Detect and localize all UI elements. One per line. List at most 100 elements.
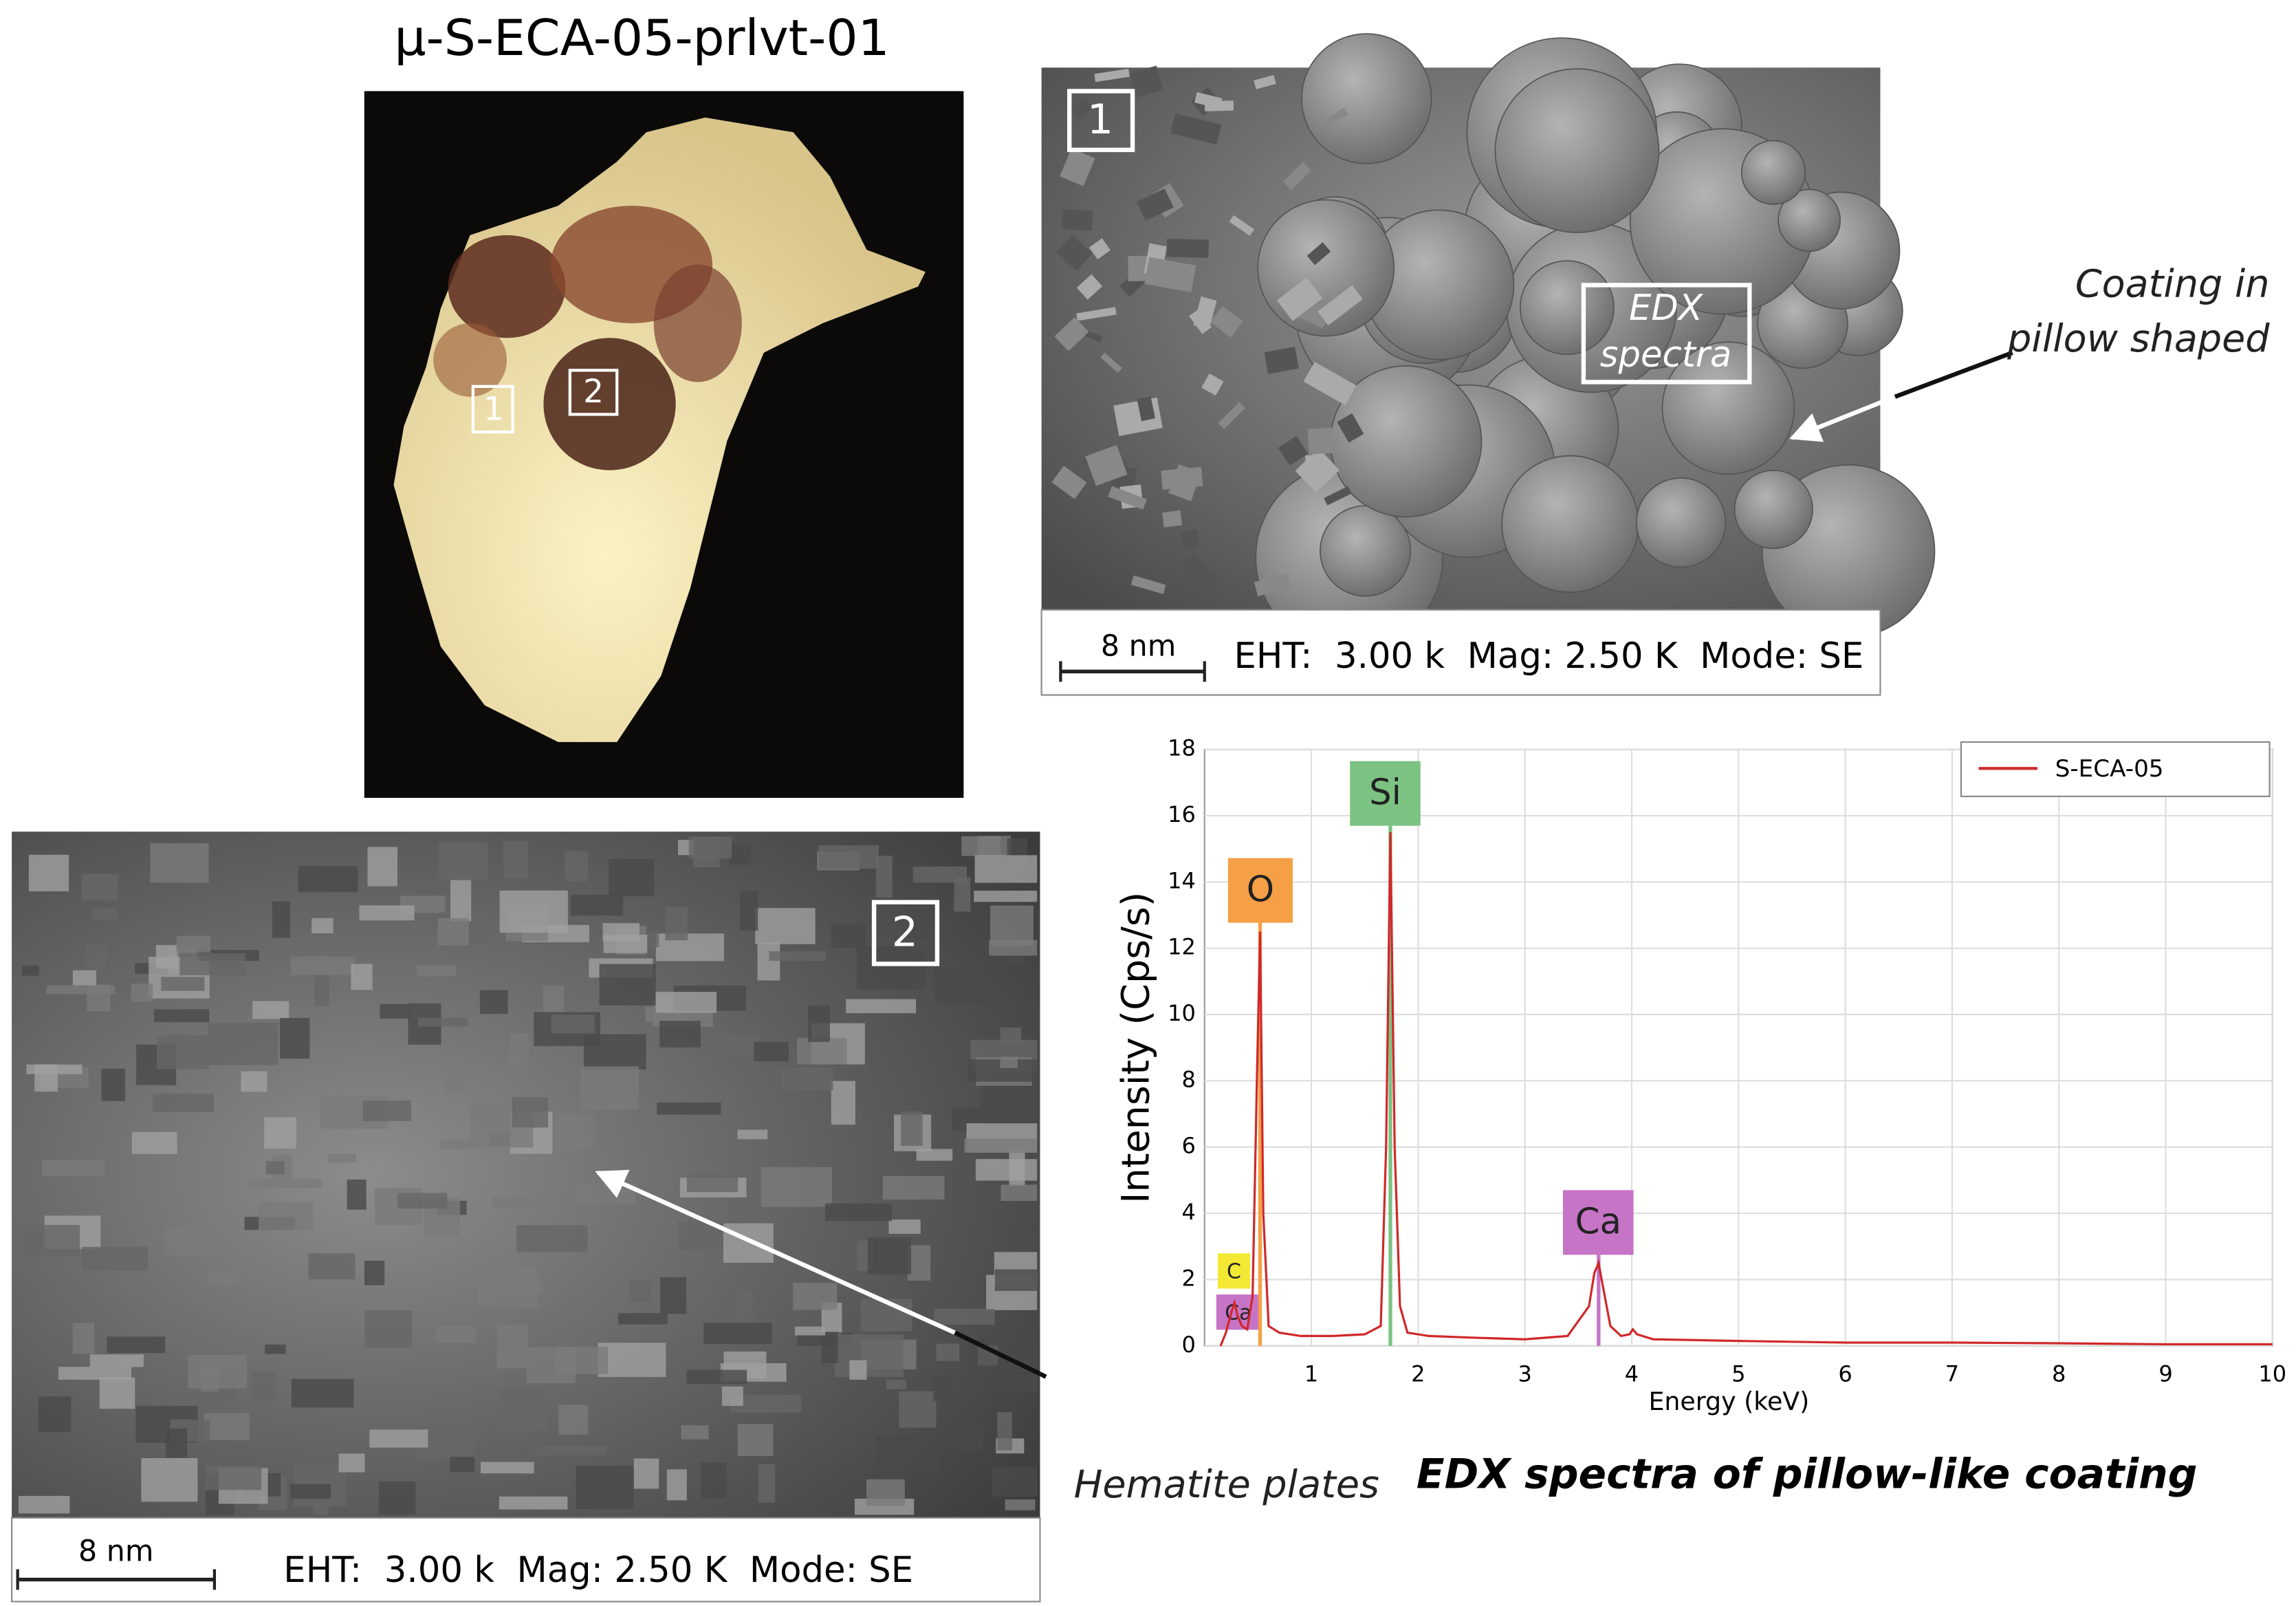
scale-bar-label: 8 nm (1101, 629, 1176, 664)
element-label: C (1227, 1260, 1241, 1284)
texture (665, 907, 688, 941)
texture (974, 890, 1038, 902)
texture (265, 1344, 286, 1354)
texture (609, 858, 655, 897)
texture (570, 894, 624, 916)
box-label: EDX (1629, 287, 1704, 329)
texture (882, 1175, 945, 1200)
texture (279, 1017, 310, 1059)
texture (46, 985, 115, 995)
texture (1189, 309, 1212, 334)
texture (755, 908, 816, 944)
texture (934, 968, 1005, 1004)
texture (1229, 215, 1255, 236)
texture (1303, 362, 1357, 406)
sem-panel-1: 1 EDX spectra 8 nm EHT: 3.00 k Mag: 2.50… (1040, 33, 2013, 696)
texture (264, 1117, 296, 1149)
texture (867, 1237, 912, 1274)
caption: EDX spectra of pillow-like coating (1417, 1451, 2198, 1499)
texture (598, 1343, 666, 1378)
texture (492, 1196, 547, 1209)
texture (975, 1159, 1038, 1181)
texture (291, 956, 356, 975)
texture (818, 845, 879, 869)
texture (298, 866, 358, 893)
texture (1210, 305, 1243, 338)
y-tick-label: 0 (1182, 1332, 1196, 1358)
texture (821, 1332, 838, 1363)
x-tick-label: 6 (1838, 1361, 1852, 1387)
texture (737, 1424, 774, 1456)
y-axis-label: Intensity (Cps/s) (1114, 892, 1159, 1204)
texture (1181, 529, 1199, 551)
texture (418, 1017, 468, 1027)
texture (503, 840, 528, 879)
texture (761, 1166, 832, 1207)
texture (154, 1009, 210, 1023)
x-tick-label: 10 (2258, 1361, 2286, 1387)
texture (1161, 510, 1183, 528)
y-tick-label: 10 (1168, 1000, 1196, 1026)
x-tick-label: 2 (1411, 1361, 1425, 1387)
texture (86, 944, 107, 974)
texture (131, 1131, 177, 1154)
element-box (1350, 761, 1421, 826)
texture (179, 953, 246, 975)
texture (1282, 162, 1311, 191)
texture (936, 1422, 983, 1450)
texture (737, 1129, 768, 1140)
texture (565, 851, 589, 882)
texture (688, 836, 732, 859)
texture (936, 1343, 960, 1361)
texture (916, 1149, 953, 1161)
y-tick-label: 6 (1182, 1133, 1196, 1159)
texture (961, 836, 1001, 856)
texture (701, 1462, 727, 1499)
texture (758, 1464, 776, 1503)
texture (1204, 100, 1234, 111)
texture (1051, 466, 1087, 499)
texture (131, 983, 153, 1002)
y-tick-label: 18 (1168, 735, 1196, 761)
texture (1000, 1056, 1018, 1068)
texture (72, 1323, 95, 1354)
texture (1076, 274, 1103, 300)
texture (990, 905, 1034, 946)
texture (992, 1466, 1038, 1497)
texture (367, 847, 398, 887)
texture (165, 1428, 188, 1458)
texture (359, 905, 415, 921)
texture (437, 918, 469, 946)
texture (157, 1035, 210, 1070)
texture (150, 843, 209, 883)
texture (379, 1482, 416, 1515)
texture (964, 1138, 1038, 1153)
texture (362, 1100, 411, 1121)
texture (99, 1377, 135, 1409)
texture (416, 965, 456, 977)
x-tick-label: 1 (1304, 1361, 1318, 1387)
texture (1201, 373, 1224, 396)
texture (512, 1097, 549, 1128)
texture (1254, 75, 1276, 89)
x-tick-label: 7 (1945, 1361, 1959, 1387)
texture (728, 844, 752, 865)
texture (633, 1458, 659, 1489)
element-box (1217, 1253, 1250, 1289)
texture (101, 1068, 125, 1101)
texture (769, 951, 826, 961)
texture (780, 1067, 833, 1091)
texture (831, 923, 866, 948)
texture (535, 1446, 607, 1455)
texture (1170, 113, 1222, 145)
texture (831, 1081, 855, 1125)
texture (440, 1139, 478, 1149)
x-tick-label: 9 (2158, 1361, 2172, 1387)
annotation: Hematite plates (1074, 1462, 1379, 1507)
texture (249, 1178, 322, 1189)
texture (666, 1469, 687, 1501)
element-box (1562, 1190, 1634, 1255)
texture (161, 977, 205, 991)
texture (259, 1202, 314, 1230)
